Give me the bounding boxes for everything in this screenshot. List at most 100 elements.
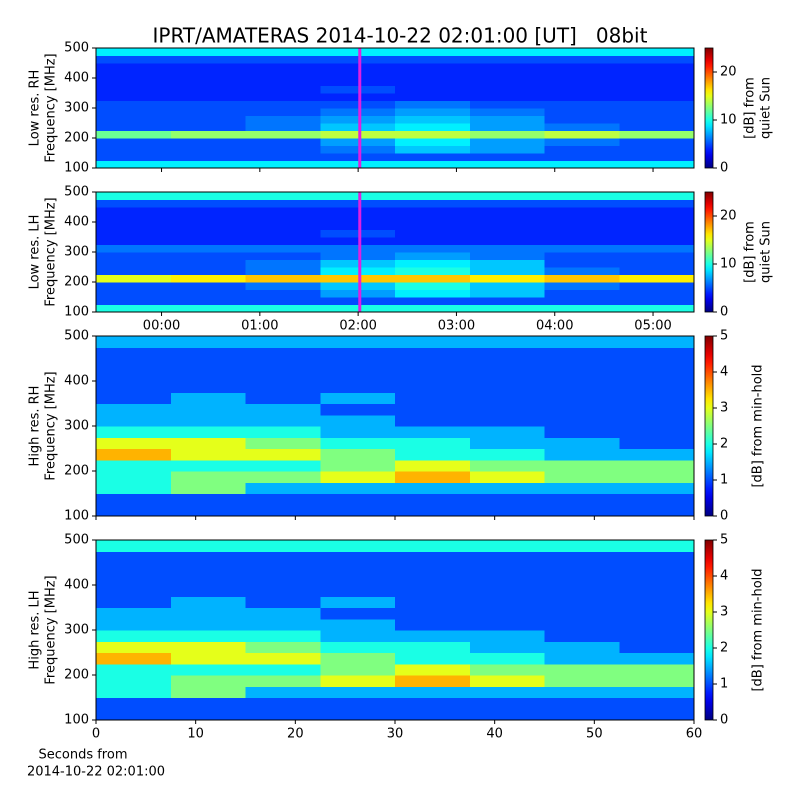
heatmap-cell — [245, 214, 321, 223]
y-axis-label: Frequency [MHz] — [44, 197, 59, 306]
heatmap-cell — [619, 426, 695, 438]
heatmap-cell — [96, 267, 172, 275]
heatmap-cell — [96, 207, 172, 215]
heatmap-cell — [395, 289, 471, 298]
heatmap-cell — [320, 381, 396, 393]
heatmap-cell — [245, 100, 321, 109]
heatmap-cell — [96, 459, 172, 472]
heatmap-cell — [544, 93, 620, 101]
heatmap-cell — [170, 426, 246, 438]
heatmap-cell — [245, 237, 321, 245]
heatmap-cell — [619, 160, 695, 169]
heatmap-cell — [469, 641, 545, 653]
heatmap-cell — [170, 48, 246, 56]
heatmap-cell — [320, 358, 396, 371]
heatmap-cell — [245, 585, 321, 597]
heatmap-cell — [395, 252, 471, 260]
heatmap-cell — [320, 540, 396, 552]
heatmap-cell — [469, 697, 545, 710]
heatmap-cell — [96, 115, 172, 124]
colorbar-tick-label: 3 — [720, 401, 728, 416]
heatmap-cell — [619, 222, 695, 230]
heatmap-cell — [469, 551, 545, 563]
heatmap-cell — [469, 630, 545, 642]
heatmap-cell — [469, 686, 545, 698]
heatmap-cell — [245, 504, 321, 517]
heatmap-cell — [395, 381, 471, 393]
heatmap-cell — [395, 48, 471, 56]
y-tick-label: 200 — [64, 668, 89, 683]
heatmap-cell — [96, 138, 172, 146]
heatmap-cell — [245, 414, 321, 427]
heatmap-cell — [170, 297, 246, 305]
heatmap-cell — [170, 607, 246, 620]
heatmap-cell — [619, 437, 695, 449]
heatmap-cell — [469, 504, 545, 517]
heatmap-cell — [619, 78, 695, 86]
y-axis-label: High res. LH — [28, 590, 43, 669]
heatmap-cell — [469, 267, 545, 275]
heatmap-cell — [320, 78, 396, 86]
heatmap-cell — [170, 244, 246, 253]
heatmap-cell — [245, 573, 321, 586]
heatmap-cell — [245, 562, 321, 575]
heatmap-cell — [619, 585, 695, 597]
heatmap-cell — [170, 686, 246, 698]
heatmap-cell — [245, 358, 321, 371]
heatmap-cell — [619, 138, 695, 146]
heatmap-cell — [96, 482, 172, 494]
heatmap-cell — [320, 652, 396, 665]
heatmap-cell — [170, 138, 246, 146]
heatmap-cell — [619, 708, 695, 721]
colorbar-tick-label: 10 — [720, 257, 737, 272]
heatmap-cell — [320, 426, 396, 438]
heatmap-cell — [544, 130, 620, 139]
heatmap-cell — [245, 244, 321, 253]
heatmap-cell — [544, 222, 620, 230]
heatmap-cell — [320, 55, 396, 64]
y-tick-label: 300 — [64, 419, 89, 434]
heatmap-cell — [395, 207, 471, 215]
heatmap-cell — [245, 459, 321, 472]
heatmap-cell — [170, 229, 246, 238]
heatmap-cell — [170, 358, 246, 371]
heatmap-cell — [96, 85, 172, 94]
heatmap-cell — [544, 618, 620, 631]
heatmap-cell — [469, 55, 545, 64]
heatmap-cell — [619, 381, 695, 393]
heatmap-cell — [96, 192, 172, 200]
heatmap-cell — [320, 282, 396, 290]
heatmap-cell — [96, 55, 172, 64]
heatmap-cell — [544, 414, 620, 427]
heatmap-cell — [544, 259, 620, 268]
heatmap-cell — [96, 426, 172, 438]
heatmap-cell — [469, 596, 545, 608]
heatmap-cell — [469, 573, 545, 586]
y-tick-label: 100 — [64, 161, 89, 176]
heatmap-cell — [320, 708, 396, 721]
heatmap-cell — [469, 663, 545, 676]
heatmap-cell — [245, 192, 321, 200]
heatmap-cell — [469, 381, 545, 393]
heatmap-cell — [619, 244, 695, 253]
heatmap-cell — [469, 229, 545, 238]
heatmap-cell — [619, 145, 695, 154]
heatmap-cell — [619, 630, 695, 642]
heatmap-cell — [544, 55, 620, 64]
heatmap-cell — [469, 93, 545, 101]
heatmap-cell — [469, 347, 545, 359]
heatmap-cell — [320, 100, 396, 109]
heatmap-cell — [544, 48, 620, 56]
heatmap-cell — [395, 78, 471, 86]
heatmap-cell — [395, 403, 471, 416]
heatmap-cell — [469, 414, 545, 427]
colorbar-tick-label: 0 — [720, 509, 728, 524]
heatmap-cell — [170, 289, 246, 298]
heatmap-cell — [469, 192, 545, 200]
colorbar-tick-label: 5 — [720, 329, 728, 344]
heatmap-cell — [170, 85, 246, 94]
heatmap-cell — [544, 282, 620, 290]
heatmap-cell — [544, 697, 620, 710]
colorbar-label: quiet Sun — [759, 77, 774, 139]
heatmap-cell — [96, 596, 172, 608]
